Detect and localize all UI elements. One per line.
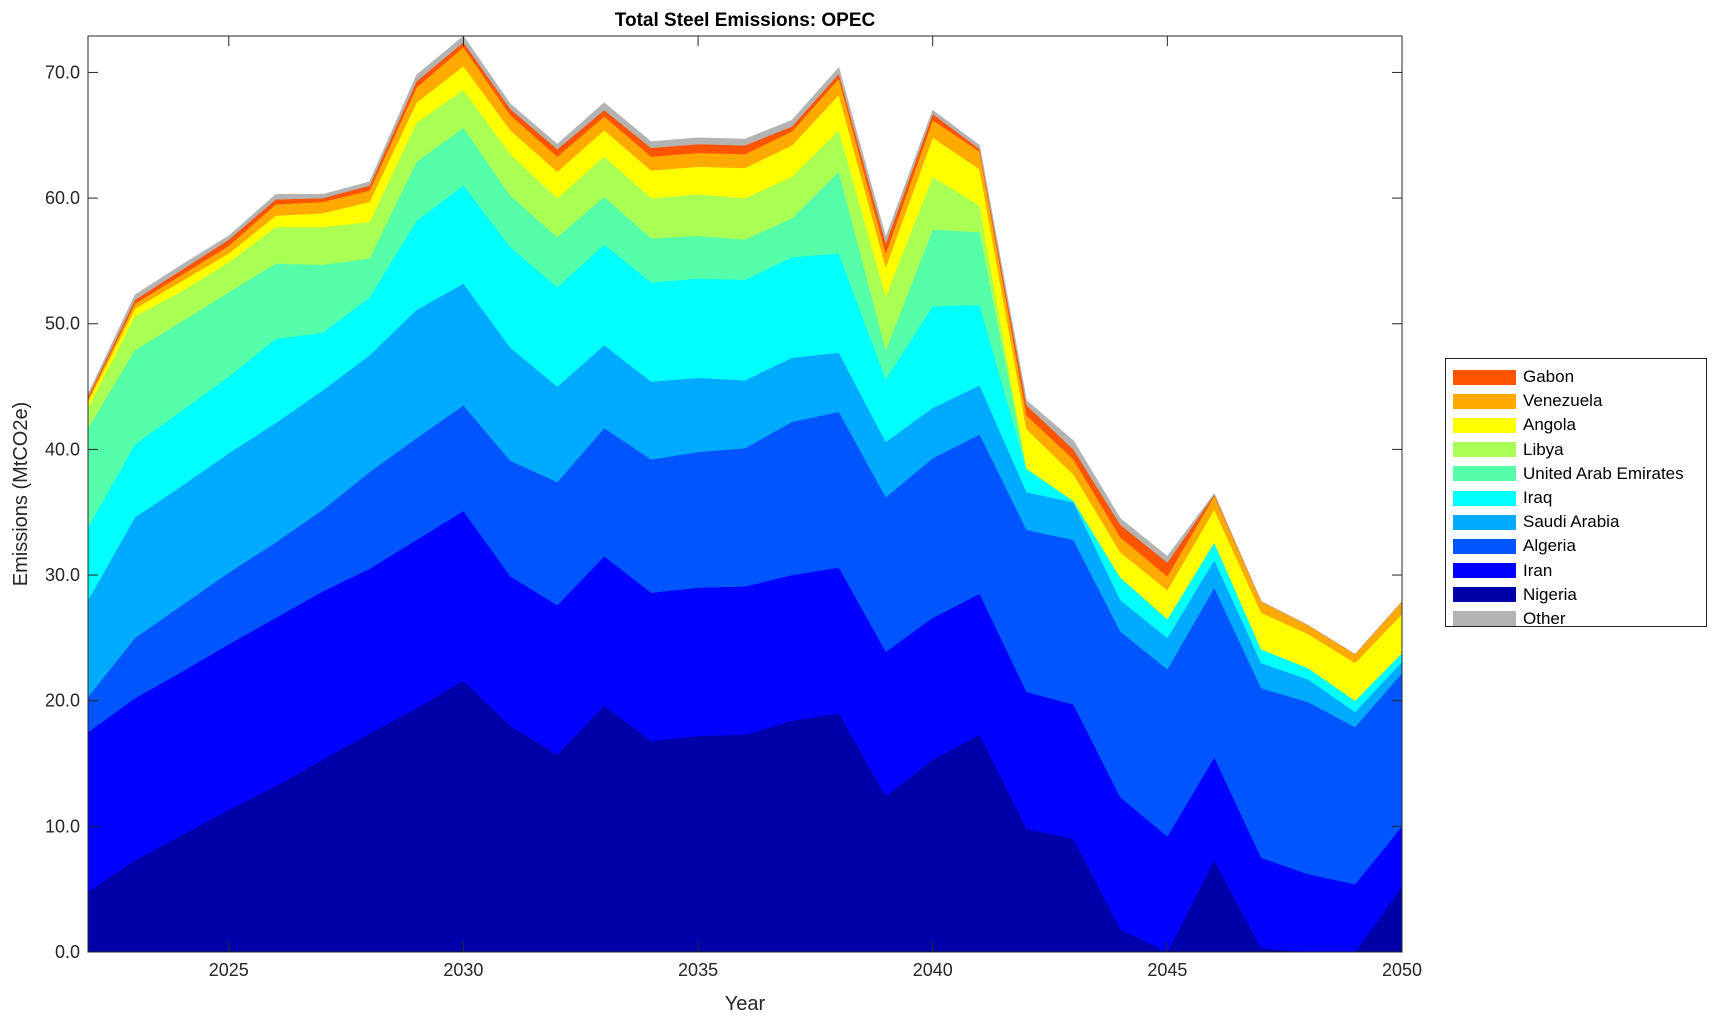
x-axis-label: Year [725, 993, 766, 1015]
legend-swatch [1453, 587, 1516, 603]
legend-item: Other [1453, 607, 1706, 631]
legend-item: Angola [1453, 413, 1706, 437]
legend-item: Nigeria [1453, 583, 1706, 607]
legend-item: Venezuela [1453, 389, 1706, 413]
y-tick-label: 50.0 [45, 314, 80, 334]
area-other [87, 35, 1403, 655]
legend-item: Iraq [1453, 486, 1706, 510]
legend-label: Venezuela [1523, 391, 1603, 411]
y-tick-label: 70.0 [45, 62, 80, 82]
legend-label: Gabon [1523, 367, 1575, 387]
legend-swatch [1453, 369, 1516, 385]
plot-box [87, 35, 1403, 953]
legend-label: Nigeria [1523, 584, 1577, 604]
legend-swatch [1453, 442, 1516, 458]
legend-label: Iraq [1523, 488, 1553, 508]
x-tick-label: 2050 [1382, 960, 1422, 980]
legend-swatch [1453, 538, 1516, 554]
legend-swatch [1453, 490, 1516, 506]
legend-label: Libya [1523, 439, 1564, 459]
chart-title: Total Steel Emissions: OPEC [615, 10, 876, 31]
legend-item: Libya [1453, 438, 1706, 462]
legend-swatch [1453, 514, 1516, 530]
x-tick-label: 2040 [913, 960, 953, 980]
y-tick-label: 40.0 [45, 439, 80, 459]
y-tick-label: 0.0 [55, 942, 80, 962]
y-tick-label: 60.0 [45, 188, 80, 208]
legend-label: United Arab Emirates [1523, 463, 1684, 483]
legend-item: Gabon [1453, 365, 1706, 389]
x-tick-label: 2025 [209, 960, 249, 980]
legend-label: Angola [1523, 415, 1576, 435]
legend-swatch [1453, 393, 1516, 409]
area-layers [87, 35, 1403, 953]
y-tick-label: 30.0 [45, 565, 80, 585]
legend-label: Iran [1523, 560, 1553, 580]
legend-item: Iran [1453, 559, 1706, 583]
legend-label: Saudi Arabia [1523, 512, 1620, 532]
y-tick-label: 20.0 [45, 691, 80, 711]
axes: 2025 2030 2035 2040 2045 2050 0.0 10.0 20.0 30.0 4… [45, 35, 1422, 980]
legend-swatch [1453, 563, 1516, 579]
legend-swatch [1453, 466, 1516, 482]
legend-label: Algeria [1523, 536, 1576, 556]
legend: Gabon Venezuela Angola Libya United Arab Emi… [1445, 358, 1707, 628]
y-axis-label: Emissions (MtCO2e) [10, 402, 32, 586]
legend-item: Saudi Arabia [1453, 510, 1706, 534]
x-tick-label: 2030 [443, 960, 483, 980]
x-tick-label: 2035 [678, 960, 718, 980]
legend-label: Other [1523, 608, 1566, 628]
legend-swatch [1453, 417, 1516, 433]
x-tick-label: 2045 [1147, 960, 1187, 980]
legend-item: Algeria [1453, 534, 1706, 558]
legend-item: United Arab Emirates [1453, 462, 1706, 486]
legend-swatch [1453, 611, 1516, 627]
y-tick-label: 10.0 [45, 816, 80, 836]
